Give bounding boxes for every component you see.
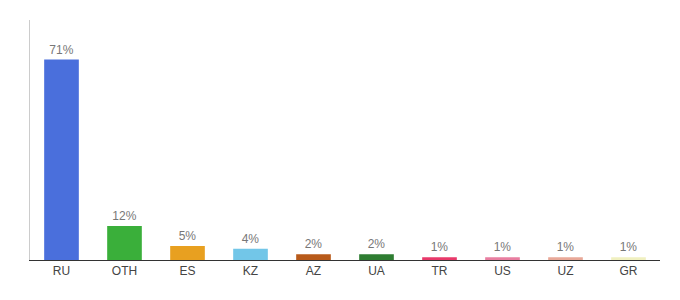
svg-text:UA: UA [368, 264, 385, 278]
svg-text:1%: 1% [494, 240, 512, 254]
svg-text:12%: 12% [112, 209, 136, 223]
svg-text:OTH: OTH [112, 264, 137, 278]
svg-text:1%: 1% [557, 240, 575, 254]
svg-text:RU: RU [53, 264, 70, 278]
svg-text:KZ: KZ [243, 264, 258, 278]
svg-text:UZ: UZ [558, 264, 574, 278]
svg-text:1%: 1% [431, 240, 449, 254]
svg-text:71%: 71% [49, 43, 73, 57]
svg-text:5%: 5% [179, 229, 197, 243]
svg-text:2%: 2% [368, 237, 386, 251]
svg-text:4%: 4% [242, 232, 260, 246]
svg-text:GR: GR [620, 264, 638, 278]
svg-text:TR: TR [432, 264, 448, 278]
svg-text:US: US [494, 264, 511, 278]
svg-text:1%: 1% [620, 240, 638, 254]
svg-text:2%: 2% [305, 237, 323, 251]
svg-text:ES: ES [179, 264, 195, 278]
svg-text:AZ: AZ [306, 264, 321, 278]
